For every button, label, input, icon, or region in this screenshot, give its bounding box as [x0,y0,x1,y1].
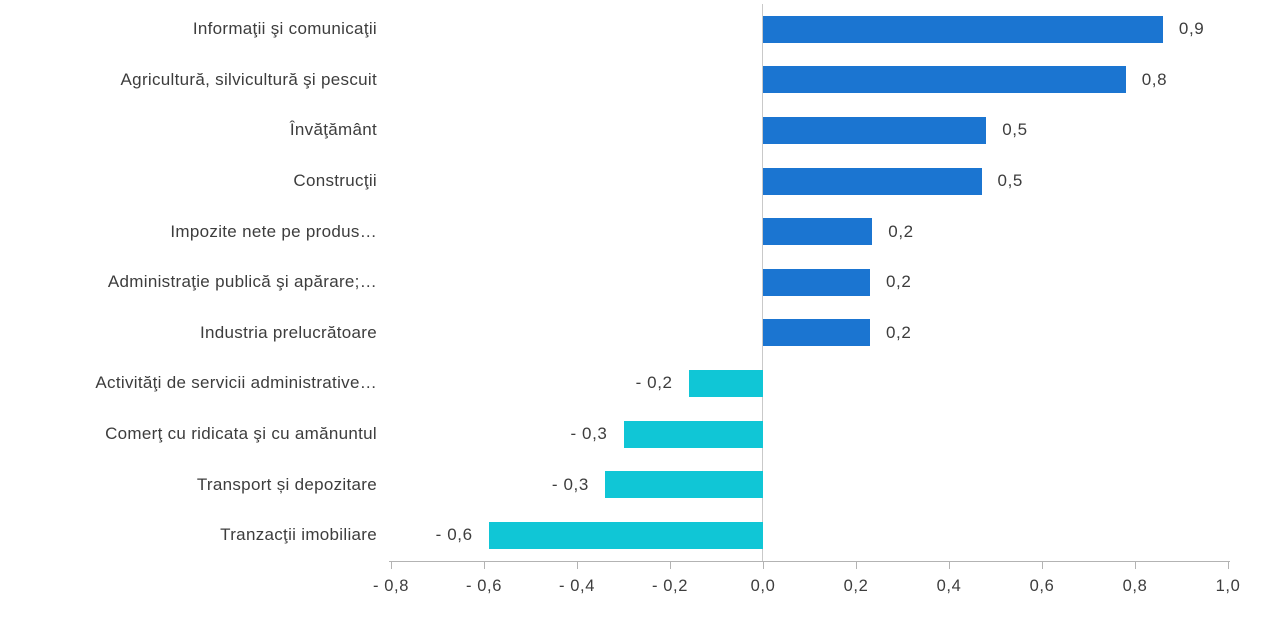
chart-row: Comerţ cu ridicata şi cu amănuntul - 0,3 [0,409,1280,460]
x-axis-tick [577,561,578,569]
chart-row: Industria prelucrătoare 0,2 [0,308,1280,359]
category-label: Comerţ cu ridicata şi cu amănuntul [105,424,377,444]
category-label: Transport și depozitare [196,474,377,494]
bar-negative [688,369,763,397]
x-axis-tick [949,561,950,569]
bar-negative [623,420,763,448]
x-axis-tick [856,561,857,569]
bar-positive [763,116,987,144]
bar-positive [763,218,873,246]
x-axis-tick-label: - 0,6 [465,577,503,595]
chart-row: Construcţii 0,5 [0,156,1280,207]
value-label: - 0,6 [435,525,473,545]
bar-positive [763,66,1126,94]
bar-negative [488,521,763,549]
x-axis-tick-label: 0,8 [1122,577,1148,595]
value-label: 0,2 [888,221,914,241]
category-label: Construcţii [293,171,377,191]
value-label: 0,5 [1002,120,1028,140]
category-label: Activităţi de servicii administrative… [95,373,377,393]
value-label: 0,5 [997,171,1023,191]
category-label: Informaţii şi comunicaţii [192,19,377,39]
x-axis-tick-label: 0,6 [1029,577,1055,595]
bar-negative [604,471,763,499]
chart-row: Învăţământ 0,5 [0,105,1280,156]
x-axis-tick [1042,561,1043,569]
value-label: - 0,2 [635,373,673,393]
x-axis-tick [484,561,485,569]
bar-positive [763,319,870,347]
chart-row: Administraţie publică şi apărare;… 0,2 [0,257,1280,308]
chart-row: Impozite nete pe produs… 0,2 [0,206,1280,257]
x-axis-line [389,561,1230,562]
x-axis-tick [1228,561,1229,569]
chart-row: Agricultură, silvicultură şi pescuit 0,8 [0,55,1280,106]
value-label: 0,8 [1141,69,1168,89]
x-axis-tick [670,561,671,569]
category-label: Administraţie publică şi apărare;… [107,272,377,292]
x-axis-tick-label: 0,4 [936,577,962,595]
chart-row: Tranzacţii imobiliare - 0,6 [0,510,1280,561]
bar-positive [763,15,1163,43]
value-label: 0,9 [1178,19,1205,39]
category-label: Învăţământ [289,120,377,140]
category-label: Tranzacţii imobiliare [220,525,377,545]
x-axis-tick-label: 1,0 [1215,577,1241,595]
chart-row: Informaţii şi comunicaţii 0,9 [0,4,1280,55]
x-axis-tick-label: 0,2 [843,577,869,595]
zero-gridline [762,4,763,561]
x-axis-tick-label: 0,0 [750,577,776,595]
bar-positive [763,167,982,195]
chart-row: Activităţi de servicii administrative… - … [0,358,1280,409]
value-label: - 0,3 [570,424,608,444]
category-label: Impozite nete pe produs… [170,221,377,241]
x-axis-tick [391,561,392,569]
x-axis-tick-label: - 0,4 [558,577,596,595]
x-axis-tick [763,561,764,569]
category-label: Industria prelucrătoare [200,322,377,342]
bar-positive [763,268,870,296]
category-label: Agricultură, silvicultură şi pescuit [120,69,377,89]
x-axis-tick-label: - 0,8 [372,577,410,595]
x-axis-tick-label: - 0,2 [651,577,689,595]
chart-row: Transport și depozitare - 0,3 [0,459,1280,510]
value-label: 0,2 [885,322,912,342]
x-axis-tick [1135,561,1136,569]
value-label: 0,2 [885,272,912,292]
value-label: - 0,3 [551,474,589,494]
